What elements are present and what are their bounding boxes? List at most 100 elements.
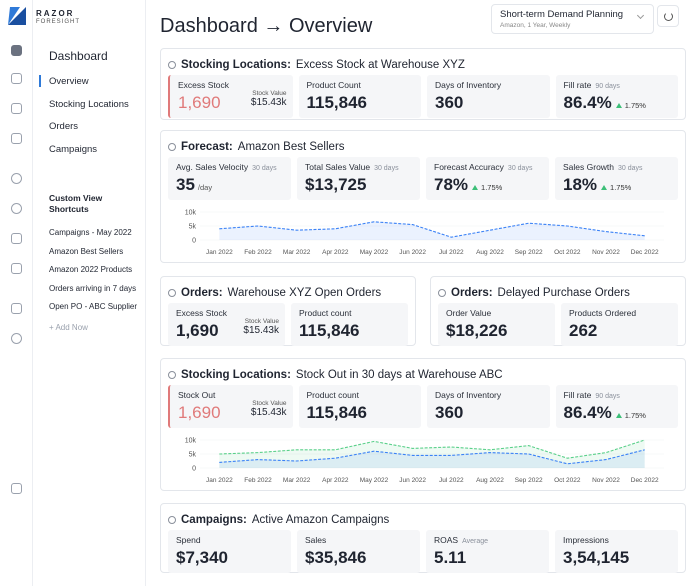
metric-label: Fill rate	[563, 390, 592, 400]
section-icon	[168, 143, 176, 151]
section-heading: Stocking Locations:	[181, 369, 291, 381]
metric-card: ROAS Average 5.11	[426, 530, 549, 573]
metric-value-row: 1,690	[178, 403, 285, 423]
metric-value-row: $35,846	[305, 548, 412, 568]
metric-label-row: Product count	[299, 308, 400, 318]
metric-value: 1,690	[178, 403, 221, 422]
nav-icon[interactable]	[11, 263, 22, 274]
plan-selector[interactable]: Short-term Demand Planning Amazon, 1 Yea…	[491, 4, 654, 34]
metric-value-row: 78% 1.75%	[434, 175, 541, 195]
metric-unit: /day	[197, 183, 213, 192]
metric-label-row: Days of Inventory	[435, 80, 542, 90]
section-heading: Campaigns:	[181, 514, 247, 526]
area	[219, 440, 645, 468]
nav-item[interactable]: Overview	[49, 76, 89, 87]
metric-value-row: 115,846	[299, 321, 400, 341]
metric-value: 78%	[434, 175, 469, 194]
x-tick-label: Nov 2022	[592, 477, 620, 484]
metric-value-row: $13,725	[305, 175, 412, 195]
brand-sub: FORESIGHT	[36, 19, 81, 25]
nav-panel: Dashboard Overview Stocking Locations Order…	[33, 0, 146, 586]
metric-value: 86.4%	[563, 403, 612, 422]
metric-label: Excess Stock	[178, 80, 230, 90]
nav-icon[interactable]	[11, 233, 22, 244]
nav-icon[interactable]	[11, 45, 22, 56]
x-tick-label: Oct 2022	[554, 477, 581, 484]
metric-label: Sales	[305, 535, 327, 545]
logout-icon[interactable]	[11, 483, 22, 494]
metric-label-row: ROAS Average	[434, 535, 541, 545]
metric-card: Excess Stock 1,690 Stock Value $15.43k	[168, 75, 293, 118]
metric-value-row: 115,846	[307, 403, 414, 423]
section-heading: Stocking Locations:	[181, 59, 291, 71]
x-tick-label: Dec 2022	[631, 477, 659, 484]
metric-value-row: $7,340	[176, 548, 283, 568]
nav-item[interactable]: Campaigns	[49, 143, 98, 155]
metric-value: $35,846	[305, 548, 367, 567]
refresh-button[interactable]	[657, 5, 679, 27]
nav-icon[interactable]	[11, 203, 22, 214]
metric-label-row: Sales	[305, 535, 412, 545]
metric-card: Products Ordered 262	[561, 303, 678, 346]
add-shortcut[interactable]: + Add Now	[49, 323, 88, 332]
y-tick-label: 5k	[189, 224, 197, 231]
metric-value: 3,54,145	[563, 548, 630, 567]
side-label: Stock Value	[252, 90, 287, 97]
x-tick-label: Sep 2022	[515, 249, 543, 256]
nav-title: Dashboard	[49, 49, 108, 63]
nav-icon[interactable]	[11, 103, 22, 114]
x-tick-label: Dec 2022	[631, 249, 659, 256]
section-subheading: Stock Out in 30 days at Warehouse ABC	[295, 369, 503, 381]
nav-icon[interactable]	[11, 73, 22, 84]
line	[219, 439, 645, 459]
metric-value: 18%	[563, 175, 598, 194]
card-row: Stock Out 1,690 Stock Value $15.43k Product …	[168, 385, 678, 428]
metric-label-row: Fill rate 90 days	[564, 80, 671, 90]
x-tick-label: Apr 2022	[322, 477, 349, 484]
metric-card: Spend $7,340	[168, 530, 291, 573]
metric-card: Sales $35,846	[297, 530, 420, 573]
metric-note: 90 days	[595, 83, 620, 90]
metric-label: Forecast Accuracy	[434, 162, 504, 172]
x-tick-label: Jun 2022	[399, 477, 426, 484]
nav-item[interactable]: Stocking Locations	[49, 98, 129, 110]
line	[219, 449, 645, 465]
shortcut[interactable]: Amazon 2022 Products	[49, 265, 133, 274]
logo	[8, 7, 26, 25]
metric-value-row: 360	[435, 93, 542, 113]
nav-icon[interactable]	[11, 333, 22, 344]
metric-label-row: Total Sales Value 30 days	[305, 162, 412, 172]
shortcut[interactable]: Amazon Best Sellers	[49, 246, 124, 256]
shortcut[interactable]: Open PO - ABC Supplier	[49, 302, 138, 311]
metric-value: 1,690	[178, 93, 221, 112]
area	[219, 221, 645, 240]
metric-delta: 1.75%	[601, 183, 631, 192]
side-metric: Stock Value $15.43k	[243, 318, 279, 336]
x-tick-label: Sep 2022	[515, 477, 543, 484]
section-subheading: Amazon Best Sellers	[237, 141, 345, 153]
metric-value: $7,340	[176, 548, 228, 567]
metric-label: Excess Stock	[176, 308, 228, 318]
metric-label: Days of Inventory	[435, 80, 502, 90]
nav-item[interactable]: Orders	[49, 121, 79, 132]
side-label: Stock Value	[252, 400, 287, 407]
y-tick-label: 5k	[189, 452, 197, 459]
section-title: Campaigns: Active Amazon Campaigns	[168, 510, 678, 530]
section-subheading: Excess Stock at Warehouse XYZ	[295, 59, 465, 71]
icon-bar	[0, 0, 33, 586]
section: Forecast: Amazon Best Sellers Avg. Sales V…	[160, 130, 686, 263]
metric-card: Product count 115,846	[298, 385, 421, 428]
shortcut[interactable]: Campaigns - May 2022	[49, 228, 132, 237]
metric-card: Days of Inventory 360	[427, 75, 550, 118]
x-tick-label: May 2022	[360, 477, 389, 484]
section-title: Stocking Locations: Stock Out in 30 days …	[168, 365, 678, 385]
shortcut[interactable]: Orders arriving in 7 days	[49, 283, 137, 293]
x-tick-label: Jul 2022	[439, 249, 464, 256]
metric-label: Product Count	[306, 80, 361, 90]
y-tick-label: 0	[192, 238, 196, 245]
refresh-icon	[664, 12, 673, 21]
nav-icon[interactable]	[11, 303, 22, 314]
nav-icon[interactable]	[11, 133, 22, 144]
metric-value-row: 115,846	[307, 93, 414, 113]
nav-icon[interactable]	[11, 173, 22, 184]
